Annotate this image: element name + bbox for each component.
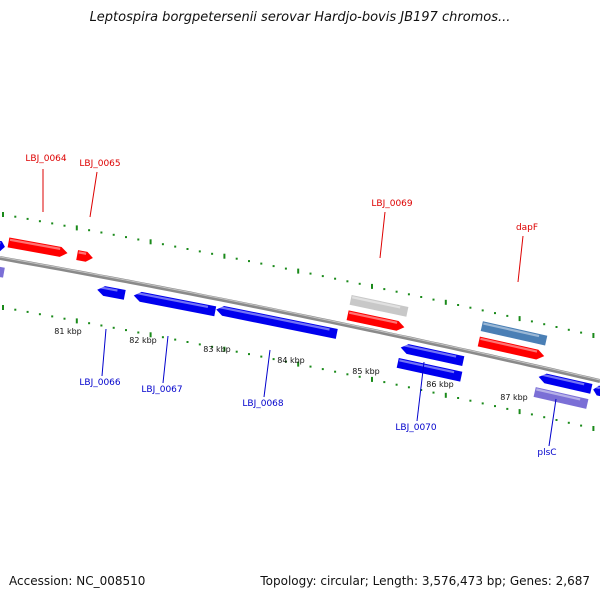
gene-plsc-highlight (536, 388, 581, 401)
gene-label-lbj_0066: LBJ_0066 (79, 378, 121, 388)
gene-right-reverse-highlight (540, 373, 585, 386)
gene-small-reverse-highlight (98, 285, 118, 292)
gene-grey[interactable] (349, 294, 409, 317)
gene-label-lbj_0067: LBJ_0067 (141, 385, 182, 395)
gene-small-reverse-body (97, 286, 126, 300)
gene-lbj-0069-highlight (348, 311, 398, 324)
gene-lbj-0064-highlight (9, 238, 61, 250)
gene-lbj-0069-body (346, 310, 405, 331)
scale-label: 81 kbp (54, 327, 82, 336)
genome-stats-text: Topology: circular; Length: 3,576,473 bp… (260, 574, 590, 588)
gene-leader-line (416, 361, 425, 422)
scale-label: 83 kbp (203, 345, 231, 354)
gene-label-dapf: dapF (516, 223, 538, 233)
gene-lbj-0067[interactable] (133, 291, 217, 317)
map-title: Leptospira borgpetersenii serovar Hardjo… (89, 10, 511, 25)
gene-grey-body (349, 294, 409, 317)
gene-edge-right-highlight (594, 385, 600, 390)
gene-lbj-0068[interactable] (215, 305, 338, 339)
gene-steelblue-highlight (483, 322, 540, 338)
gene-lbj-0070a[interactable] (400, 343, 465, 366)
gene-edge-reverse-body (0, 266, 5, 278)
gene-right-reverse[interactable] (538, 372, 593, 394)
chromosome-backbone-highlight (0, 256, 600, 381)
gene-lbj-0065[interactable] (76, 250, 94, 263)
scale-label: 82 kbp (129, 336, 157, 345)
gene-label-plsc: plsC (537, 448, 556, 458)
gene-lbj-0070a-highlight (402, 343, 457, 358)
gene-leader-line (517, 235, 524, 283)
gene-right-reverse-body (538, 373, 593, 394)
gene-dapf-body (477, 336, 545, 360)
accession-text: Accession: NC_008510 (9, 574, 146, 588)
gene-lbj-0064[interactable] (7, 237, 69, 259)
gene-lbj-0070a-body (400, 344, 465, 366)
gene-label-lbj_0064: LBJ_0064 (25, 154, 67, 164)
gene-steelblue-body (480, 321, 548, 346)
gene-lbj-0070b[interactable] (396, 358, 463, 382)
scale-label: 86 kbp (426, 380, 454, 389)
gene-lbj-0068-highlight (217, 305, 330, 331)
gene-leader-line (379, 211, 386, 259)
gene-lbj-0067-highlight (135, 291, 209, 309)
gene-lbj-0070b-body (396, 358, 463, 382)
gene-plsc[interactable] (533, 387, 589, 409)
gene-leader-line (89, 171, 98, 218)
gene-label-lbj_0069: LBJ_0069 (371, 199, 413, 209)
gene-leader-line (101, 328, 107, 377)
gene-edge-forward-body (0, 240, 5, 252)
gene-small-reverse[interactable] (96, 285, 126, 300)
gene-leader-line (548, 398, 557, 447)
gene-lbj-0065-body (76, 250, 93, 262)
scale-label: 84 kbp (277, 356, 305, 365)
gene-edge-forward[interactable] (0, 240, 6, 252)
gene-lbj-0064-body (7, 237, 68, 257)
gene-lbj-0070b-highlight (399, 359, 455, 374)
gene-label-lbj_0068: LBJ_0068 (242, 399, 284, 409)
gene-leader-line (162, 335, 169, 384)
chromosome-backbone (0, 256, 600, 383)
gene-edge-reverse[interactable] (0, 266, 5, 278)
gene-label-lbj_0065: LBJ_0065 (79, 159, 120, 169)
gene-lbj-0067-body (133, 291, 217, 317)
scale-label: 85 kbp (352, 367, 380, 376)
gene-lbj-0068-body (216, 305, 338, 339)
scale-label: 87 kbp (500, 393, 528, 402)
gene-grey-highlight (351, 296, 401, 309)
gene-edge-right[interactable] (592, 385, 600, 398)
gene-steelblue[interactable] (480, 321, 548, 346)
gene-label-lbj_0070: LBJ_0070 (395, 423, 437, 433)
gene-lbj-0069[interactable] (346, 310, 406, 332)
gene-lbj-0065-highlight (78, 251, 87, 255)
gene-dapf-highlight (480, 337, 538, 353)
gene-dapf[interactable] (477, 336, 546, 361)
gene-plsc-body (533, 387, 589, 409)
gene-leader-line (263, 349, 271, 398)
